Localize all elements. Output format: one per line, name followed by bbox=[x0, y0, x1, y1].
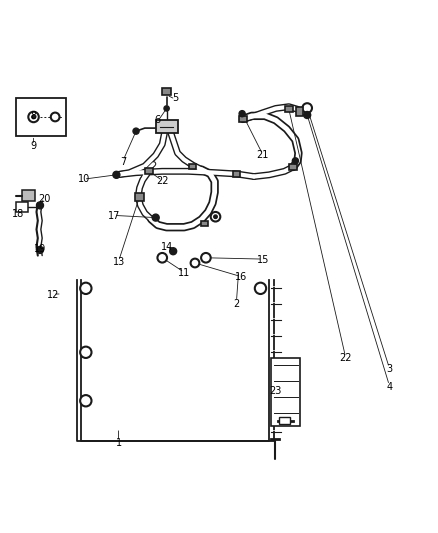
Circle shape bbox=[51, 112, 60, 122]
Text: 12: 12 bbox=[47, 290, 59, 300]
Text: 8: 8 bbox=[30, 111, 36, 121]
Text: 1: 1 bbox=[116, 438, 122, 448]
Circle shape bbox=[302, 103, 312, 113]
Circle shape bbox=[292, 158, 298, 164]
Circle shape bbox=[170, 248, 177, 255]
Bar bbox=[239, 116, 247, 122]
Bar bbox=[297, 107, 303, 116]
Bar bbox=[162, 88, 171, 95]
Bar bbox=[285, 107, 293, 112]
Bar bbox=[201, 221, 208, 227]
Text: 17: 17 bbox=[108, 211, 120, 221]
Circle shape bbox=[191, 259, 199, 268]
Bar bbox=[189, 164, 196, 169]
Text: 23: 23 bbox=[269, 386, 282, 396]
Text: 18: 18 bbox=[12, 209, 24, 219]
Text: 20: 20 bbox=[38, 194, 50, 204]
Circle shape bbox=[133, 128, 139, 134]
Bar bbox=[135, 193, 145, 200]
Circle shape bbox=[214, 215, 217, 219]
Text: 13: 13 bbox=[113, 257, 125, 267]
Text: 19: 19 bbox=[34, 244, 46, 254]
Bar bbox=[145, 168, 153, 174]
Bar bbox=[16, 203, 28, 212]
Circle shape bbox=[80, 346, 92, 358]
Text: 3: 3 bbox=[386, 364, 392, 374]
Text: 6: 6 bbox=[155, 115, 161, 125]
Text: 5: 5 bbox=[172, 93, 178, 103]
Circle shape bbox=[164, 106, 169, 111]
Text: 14: 14 bbox=[160, 242, 173, 252]
Bar bbox=[279, 417, 290, 424]
Bar bbox=[233, 171, 240, 176]
Text: 16: 16 bbox=[235, 272, 247, 282]
Text: 22: 22 bbox=[156, 176, 169, 187]
Text: 4: 4 bbox=[386, 382, 392, 392]
Circle shape bbox=[113, 171, 120, 179]
Bar bbox=[21, 190, 35, 201]
Circle shape bbox=[255, 282, 266, 294]
Text: 2: 2 bbox=[233, 298, 240, 309]
Circle shape bbox=[80, 395, 92, 407]
Bar bbox=[272, 358, 300, 426]
Bar bbox=[155, 120, 177, 133]
Circle shape bbox=[36, 246, 43, 253]
Bar bbox=[16, 99, 66, 135]
Text: 11: 11 bbox=[178, 268, 190, 278]
Circle shape bbox=[304, 111, 311, 118]
Bar bbox=[289, 164, 297, 170]
Circle shape bbox=[36, 202, 43, 209]
Circle shape bbox=[32, 115, 35, 119]
Text: 7: 7 bbox=[120, 157, 126, 167]
Text: 21: 21 bbox=[257, 150, 269, 160]
Circle shape bbox=[157, 253, 167, 263]
Text: 10: 10 bbox=[78, 174, 90, 184]
Circle shape bbox=[80, 282, 92, 294]
Text: 15: 15 bbox=[257, 255, 269, 265]
Circle shape bbox=[239, 111, 245, 117]
Text: 9: 9 bbox=[30, 141, 36, 151]
Circle shape bbox=[28, 112, 39, 122]
Circle shape bbox=[152, 214, 159, 221]
Circle shape bbox=[201, 253, 211, 263]
Circle shape bbox=[211, 212, 220, 222]
Text: 22: 22 bbox=[339, 353, 352, 363]
